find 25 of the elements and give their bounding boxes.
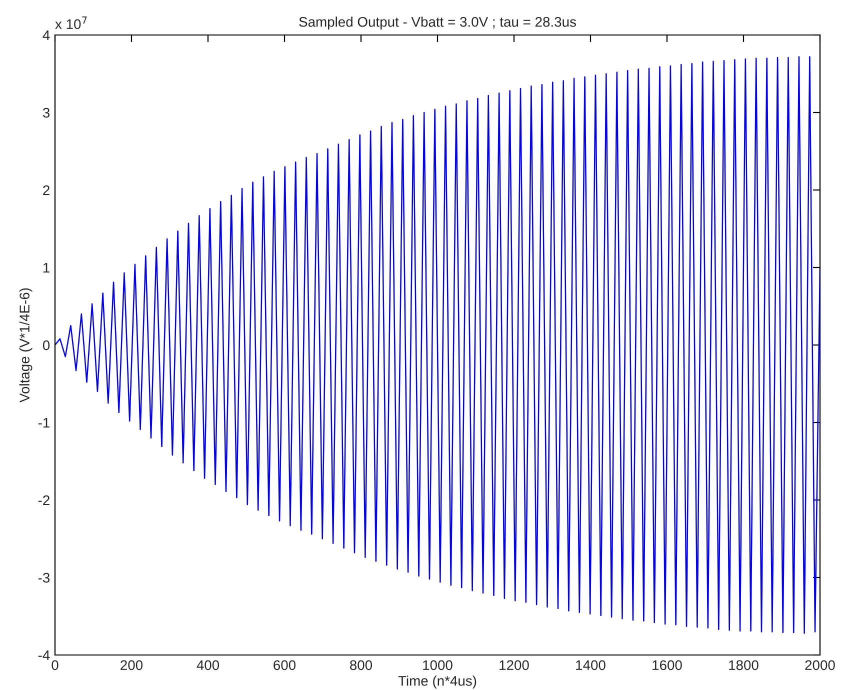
x-tick-label: 1800	[729, 660, 758, 670]
y-tick-label: 1	[43, 262, 50, 273]
y-tick-label: 2	[43, 185, 50, 196]
y-tick-label: -2	[38, 495, 50, 506]
x-tick-label: 400	[196, 660, 220, 670]
line-series	[55, 56, 820, 634]
y-tick-label: 0	[42, 340, 50, 350]
x-tick-label: 0	[52, 660, 58, 670]
x-tick-label: 1000	[423, 660, 452, 670]
text: x 10$^{7}$	[55, 16, 87, 30]
y-tick-label: -3	[38, 572, 50, 583]
x-tick-label: 1600	[652, 660, 682, 670]
chart-title: Sampled Output - Vbatt = 3.0V ; tau = 28.3us	[299, 16, 576, 30]
x-axis-title: Time (n*4us)	[398, 676, 476, 689]
x-tick-label: 200	[120, 660, 143, 670]
x-tick-label: 800	[350, 660, 372, 670]
x-tick-label: 2000	[805, 660, 835, 670]
x-tick-label: 1200	[500, 660, 529, 670]
y-axis-title: Voltage (V*1/4E-6)	[19, 288, 32, 402]
y-tick-label: 4	[42, 30, 50, 40]
y-tick-label: -4	[38, 650, 50, 660]
x-tick-label: 1400	[576, 660, 606, 670]
y-tick-label: 3	[42, 108, 50, 118]
x-tick-label: 600	[274, 660, 296, 670]
y-tick-label: -1	[38, 418, 50, 428]
